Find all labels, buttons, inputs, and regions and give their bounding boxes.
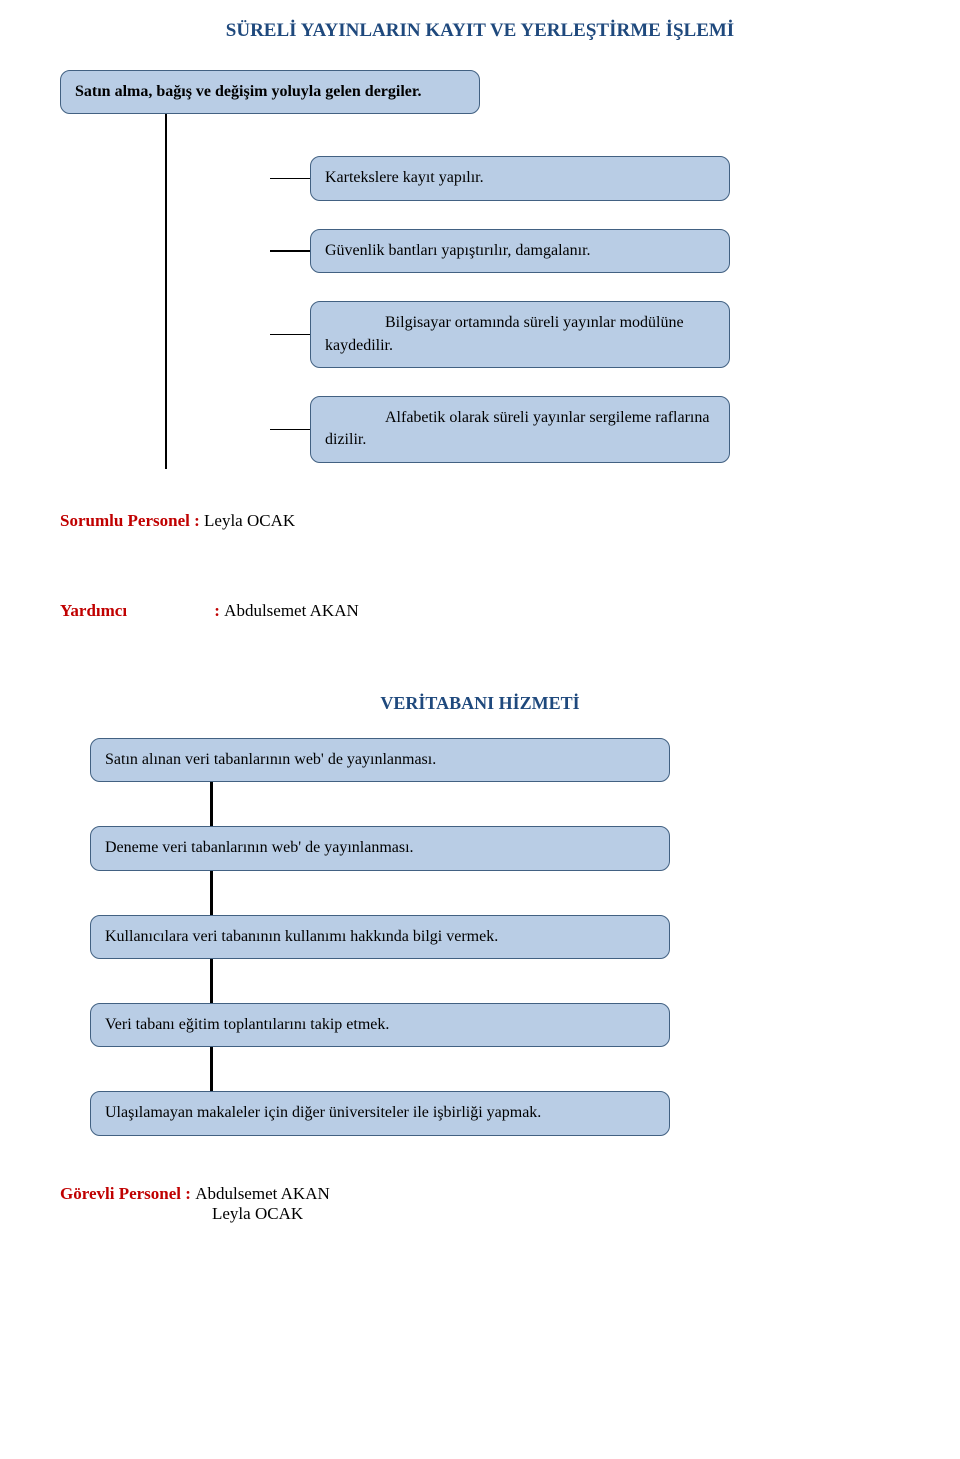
sorumlu-value: Leyla OCAK — [204, 511, 295, 530]
tree-child-box: Alfabetik olarak süreli yayınlar sergile… — [310, 396, 730, 463]
gorevli-value2: Leyla OCAK — [212, 1204, 303, 1223]
tree-child-row: Kartekslere kayıt yapılır. — [270, 156, 900, 200]
gorevli-value1: Abdulsemet AKAN — [195, 1184, 330, 1203]
chain-box: Satın alınan veri tabanlarının web' de y… — [90, 738, 670, 782]
root-box: Satın alma, bağış ve değişim yoluyla gel… — [60, 70, 480, 114]
tree-harm — [270, 178, 310, 180]
yardimci-sep: : — [210, 601, 224, 620]
tree-child-row: Alfabetik olarak süreli yayınlar sergile… — [270, 396, 900, 463]
sorumlu-line: Sorumlu Personel : Leyla OCAK — [60, 511, 900, 531]
tree-child-row: Bilgisayar ortamında süreli yayınlar mod… — [270, 301, 900, 368]
section2-title: VERİTABANI HİZMETİ — [60, 693, 900, 714]
chain-connector — [210, 871, 213, 915]
chain-connector — [210, 782, 213, 826]
chain-box: Ulaşılamayan makaleler için diğer üniver… — [90, 1091, 670, 1135]
tree-child-box: Bilgisayar ortamında süreli yayınlar mod… — [310, 301, 730, 368]
tree-child-box: Kartekslere kayıt yapılır. — [310, 156, 730, 200]
section1-title: SÜRELİ YAYINLARIN KAYIT VE YERLEŞTİRME İ… — [60, 20, 900, 42]
chain-connector — [210, 1047, 213, 1091]
tree-harm — [270, 250, 310, 252]
tree-child-box: Güvenlik bantları yapıştırılır, damgalan… — [310, 229, 730, 273]
sorumlu-label: Sorumlu Personel : — [60, 511, 204, 530]
gorevli-label: Görevli Personel : — [60, 1184, 195, 1203]
yardimci-label: Yardımcı — [60, 601, 210, 621]
chain-box: Deneme veri tabanlarının web' de yayınla… — [90, 826, 670, 870]
tree-harm — [270, 334, 310, 336]
section2-chain: Satın alınan veri tabanlarının web' de y… — [60, 738, 900, 1136]
tree-harm — [270, 429, 310, 431]
chain-box: Veri tabanı eğitim toplantılarını takip … — [90, 1003, 670, 1047]
yardimci-line: Yardımcı : Abdulsemet AKAN — [60, 601, 900, 621]
tree-spine — [165, 114, 167, 469]
section1-diagram: Satın alma, bağış ve değişim yoluyla gel… — [60, 70, 900, 463]
root-text: Satın alma, bağış ve değişim yoluyla gel… — [75, 83, 422, 100]
gorevli-line: Görevli Personel : Abdulsemet AKAN Leyla… — [60, 1184, 900, 1224]
tree-child-row: Güvenlik bantları yapıştırılır, damgalan… — [270, 229, 900, 273]
chain-box: Kullanıcılara veri tabanının kullanımı h… — [90, 915, 670, 959]
chain-connector — [210, 959, 213, 1003]
yardimci-value: Abdulsemet AKAN — [224, 601, 359, 620]
